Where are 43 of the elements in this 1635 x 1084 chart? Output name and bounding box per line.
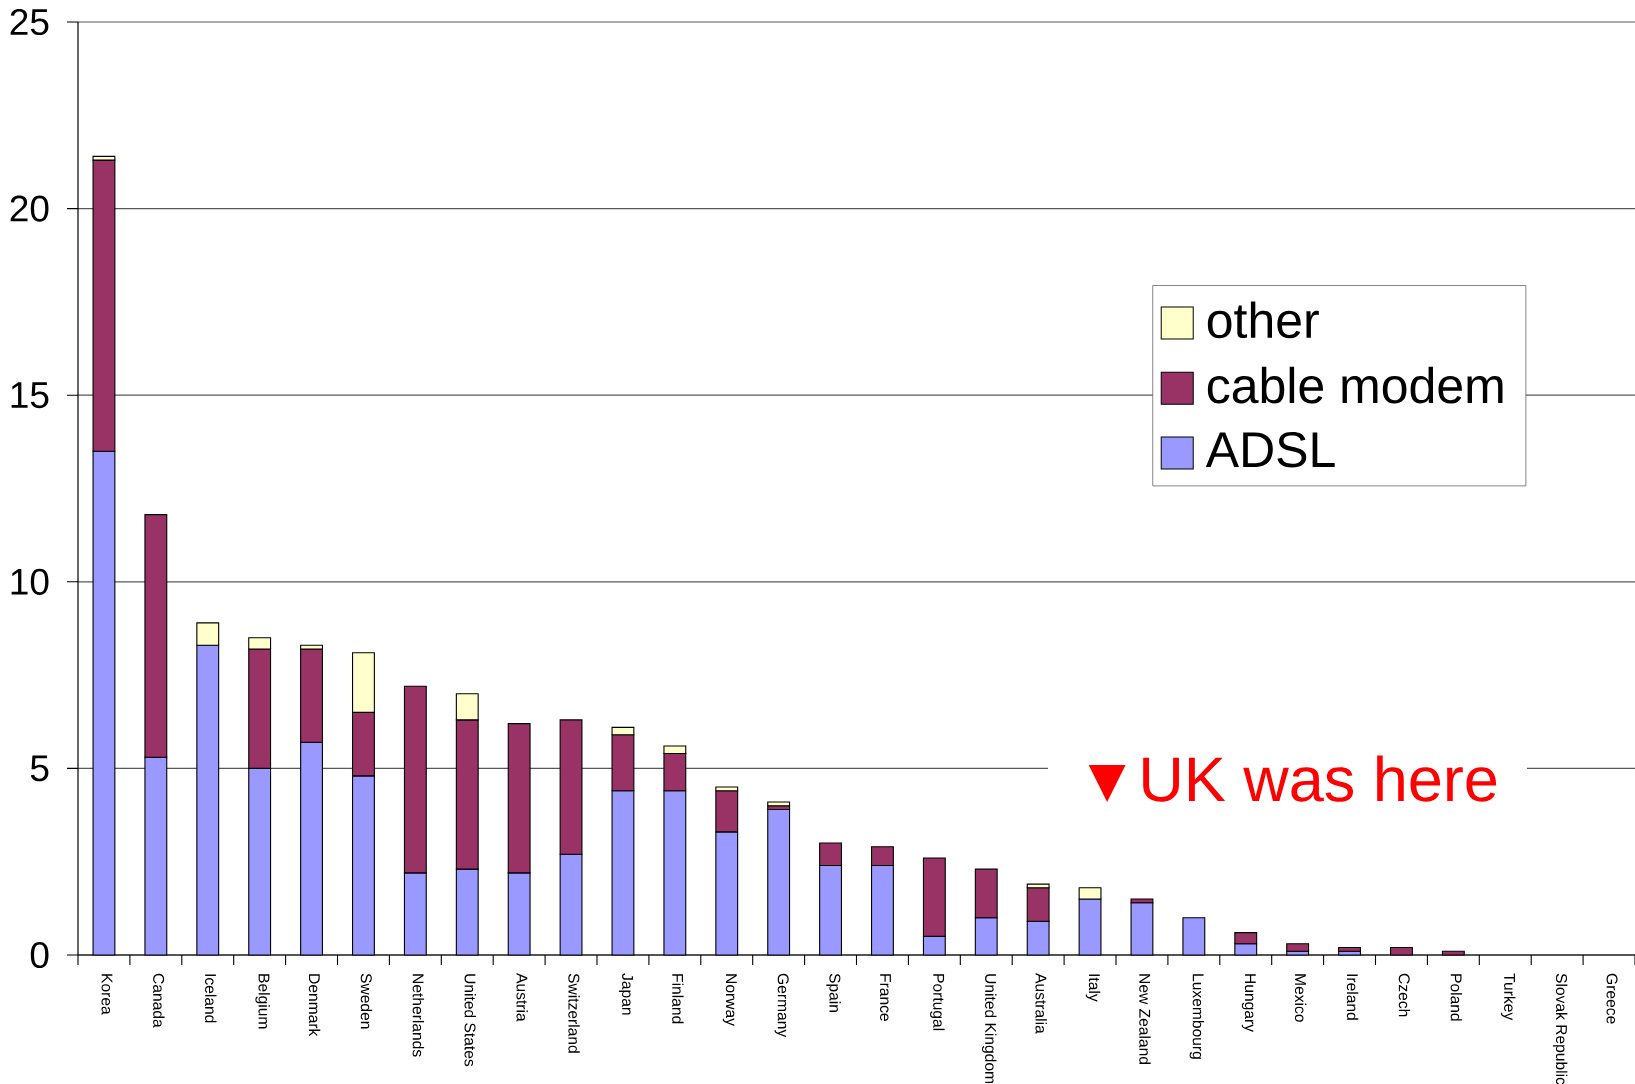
x-tick-label: Ireland [1346,974,1359,1020]
x-tick-label: Poland [1450,974,1463,1021]
y-tick-label: 25 [10,8,49,36]
bar [767,801,791,807]
annotation: ▼UK was here [1088,755,1497,802]
x-tick-label: France [880,974,891,1021]
x-tick-label: Australia [1035,973,1047,1034]
x-tick-label: Japan [618,973,633,1015]
x-tick-label: Netherlands [412,974,425,1057]
x-tick-label: Austria [516,973,528,1022]
x-tick-label: Czech [1398,973,1411,1017]
x-tick-label: Turkey [1500,973,1516,1021]
x-tick-label: United States [464,974,476,1067]
x-tick-label: Hungary [1241,974,1256,1032]
x-tick-label: Finland [672,974,684,1024]
x-tick-label: Denmark [308,974,321,1037]
x-tick-label: Spain [826,973,841,1012]
x-tick-label: Portugal [930,974,945,1031]
x-tick-label: Mexico [1294,974,1307,1022]
x-tick-label: New Zealand [1139,974,1151,1064]
y-tick-label: 10 [11,568,49,595]
x-tick-label: Belgium [255,974,270,1029]
legend-label: cable modem [1207,366,1503,404]
x-tick-label: Norway [722,974,737,1026]
legend-label: ADSL [1205,431,1335,468]
x-tick-label: Korea [101,974,113,1015]
x-tick-label: Greece [1606,973,1618,1024]
x-tick-label: Canada [153,973,165,1028]
x-tick-label: Iceland [205,974,217,1023]
y-tick-label: 0 [30,941,49,969]
x-tick-label: Italy [1085,974,1101,1002]
y-tick-label: 20 [10,195,49,222]
x-tick-label: Sweden [360,973,373,1029]
bar [1286,943,1310,952]
x-tick-label: United Kingdom [981,974,997,1083]
legend-label: other [1207,301,1319,339]
x-tick-label: Germany [774,973,789,1038]
x-tick-label: Switzerland [568,973,580,1053]
x-tick-label: Luxembourg [1189,974,1205,1059]
bar [1338,946,1361,952]
x-tick-label: Slovak Republic [1552,973,1568,1084]
y-tick-label: 15 [11,382,49,409]
y-tick-label: 5 [30,755,49,782]
